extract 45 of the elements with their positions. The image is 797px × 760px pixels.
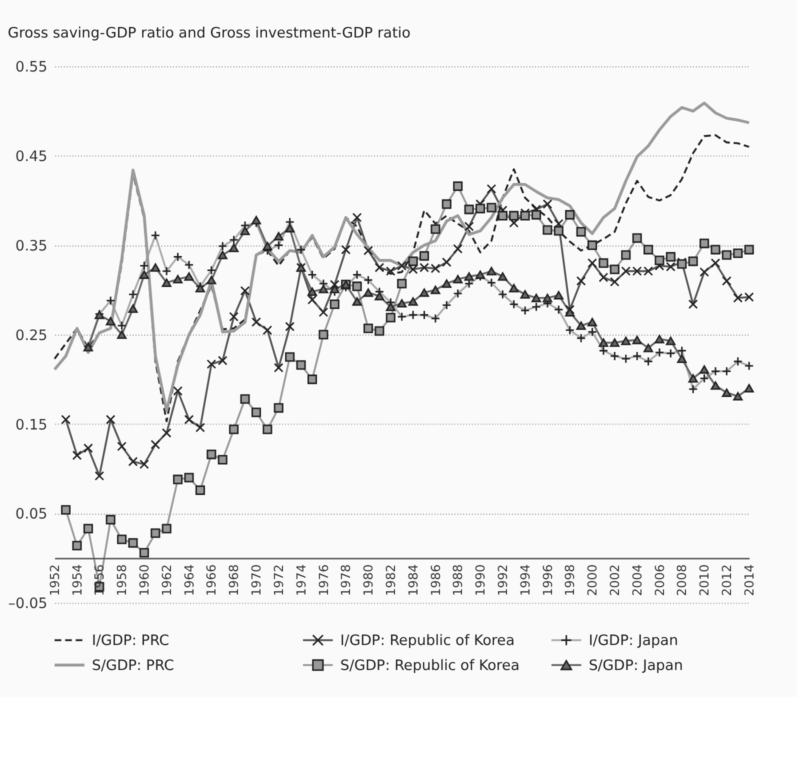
legend-label: S/GDP: PRC [92,658,174,674]
legend-label: S/GDP: Japan [588,658,683,674]
y-tick-label: 0.45 [15,149,48,166]
x-tick-label: 1958 [114,564,130,596]
x-tick-label: 1976 [316,564,331,596]
x-tick-label: 1952 [46,564,62,596]
x-tick-label: 1978 [338,564,354,596]
x-tick-label: 1966 [204,564,219,596]
legend-label: S/GDP: Republic of Korea [340,658,520,674]
x-tick-label: 1988 [450,564,466,596]
x-tick-label: 1960 [136,564,152,596]
x-tick-label: 1980 [360,564,376,596]
x-tick-label: 2000 [584,564,600,596]
x-tick-label: 1994 [517,564,532,596]
x-tick-label: 1974 [293,564,308,596]
x-tick-label: 1984 [405,564,420,596]
x-tick-label: 1982 [382,564,398,596]
y-tick-label: 0.15 [15,417,48,434]
x-tick-label: 1964 [181,564,196,596]
x-tick-label: 2002 [606,564,622,596]
legend-label: I/GDP: Republic of Korea [340,632,515,649]
x-tick-label: 1972 [270,564,286,596]
y-tick-label: 0.05 [15,506,48,523]
x-tick-label: 2014 [741,564,756,596]
chart-title: Gross saving-GDP ratio and Gross investment-GDP ratio [8,26,410,42]
x-tick-label: 2010 [696,564,712,596]
x-tick-label: 1970 [248,564,264,596]
legend-label: I/GDP: Japan [588,632,678,649]
x-tick-label: 1996 [540,564,555,596]
y-tick-label: 0.35 [15,238,48,254]
x-tick-label: 2012 [719,564,734,596]
x-tick-label: 1968 [226,564,242,596]
y-tick-label: –0.05 [8,596,48,612]
x-tick-label: 2006 [652,564,667,596]
y-tick-label: 0.55 [15,60,48,76]
x-tick-label: 1986 [428,564,443,596]
x-tick-label: 1954 [69,564,84,596]
legend-label: I/GDP: PRC [92,632,170,649]
x-tick-label: 1962 [158,564,174,596]
y-tick-label: 0.25 [15,328,48,344]
x-tick-label: 1992 [494,564,510,596]
x-tick-label: 1998 [562,564,578,596]
x-tick-label: 2008 [674,564,690,596]
x-tick-label: 1990 [472,564,488,596]
x-tick-label: 2004 [629,564,644,596]
